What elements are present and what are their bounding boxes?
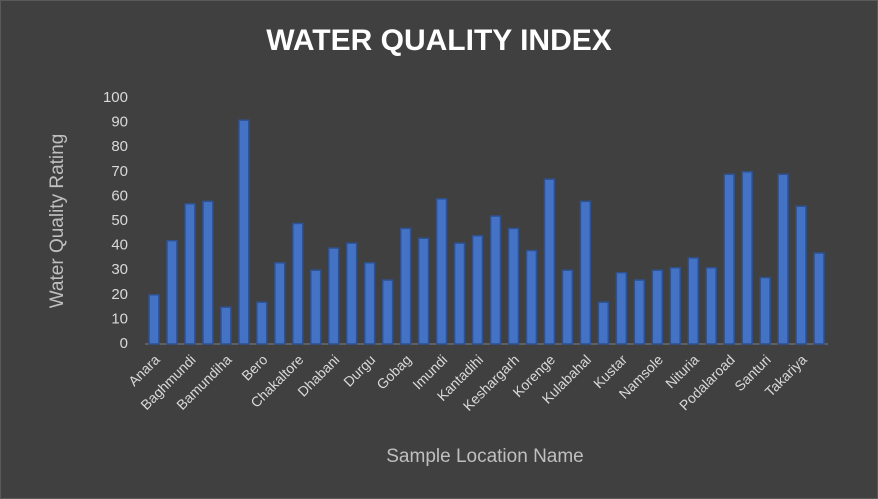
bar bbox=[346, 242, 358, 345]
bar bbox=[525, 249, 538, 345]
bar bbox=[651, 269, 663, 345]
bar bbox=[723, 173, 735, 345]
bar bbox=[687, 257, 699, 345]
bar bbox=[238, 119, 250, 345]
bar bbox=[148, 294, 160, 345]
bar bbox=[579, 200, 592, 345]
y-tick-label: 0 bbox=[120, 335, 128, 352]
bar bbox=[543, 178, 556, 345]
bar bbox=[633, 279, 645, 345]
y-axis-title: Water Quality Rating bbox=[47, 134, 68, 309]
y-tick-label: 40 bbox=[111, 237, 128, 254]
bar bbox=[489, 215, 502, 345]
bar bbox=[615, 271, 627, 345]
bar bbox=[417, 237, 430, 345]
y-tick-label: 90 bbox=[111, 114, 128, 131]
bar bbox=[184, 203, 196, 345]
bar bbox=[759, 276, 771, 345]
bar bbox=[705, 266, 717, 345]
bar bbox=[274, 262, 286, 345]
bar bbox=[741, 171, 753, 345]
bar bbox=[435, 198, 448, 345]
y-tick-label: 10 bbox=[111, 310, 128, 327]
bar bbox=[166, 239, 178, 345]
bar bbox=[363, 262, 376, 345]
y-tick-label: 20 bbox=[111, 286, 128, 303]
y-tick-label: 50 bbox=[111, 212, 128, 229]
y-tick-label: 100 bbox=[103, 89, 128, 106]
bar bbox=[669, 266, 681, 345]
y-tick-label: 60 bbox=[111, 187, 128, 204]
bar bbox=[292, 222, 304, 345]
y-tick-label: 30 bbox=[111, 261, 128, 278]
chart-title: WATER QUALITY INDEX bbox=[266, 24, 612, 57]
bar bbox=[310, 269, 322, 345]
bar bbox=[813, 252, 825, 345]
bar bbox=[507, 227, 520, 345]
bar bbox=[399, 227, 412, 345]
bar bbox=[220, 306, 232, 345]
bar bbox=[256, 301, 268, 345]
bar bbox=[795, 205, 807, 345]
y-tick-label: 70 bbox=[111, 163, 128, 180]
bar bbox=[471, 235, 484, 345]
bar bbox=[561, 269, 574, 345]
bar bbox=[597, 301, 610, 345]
bar bbox=[777, 173, 789, 345]
bar bbox=[381, 279, 394, 345]
y-tick-label: 80 bbox=[111, 138, 128, 155]
bar bbox=[328, 247, 340, 345]
bar bbox=[202, 200, 214, 345]
x-axis-title: Sample Location Name bbox=[386, 446, 584, 467]
bar bbox=[453, 242, 466, 345]
